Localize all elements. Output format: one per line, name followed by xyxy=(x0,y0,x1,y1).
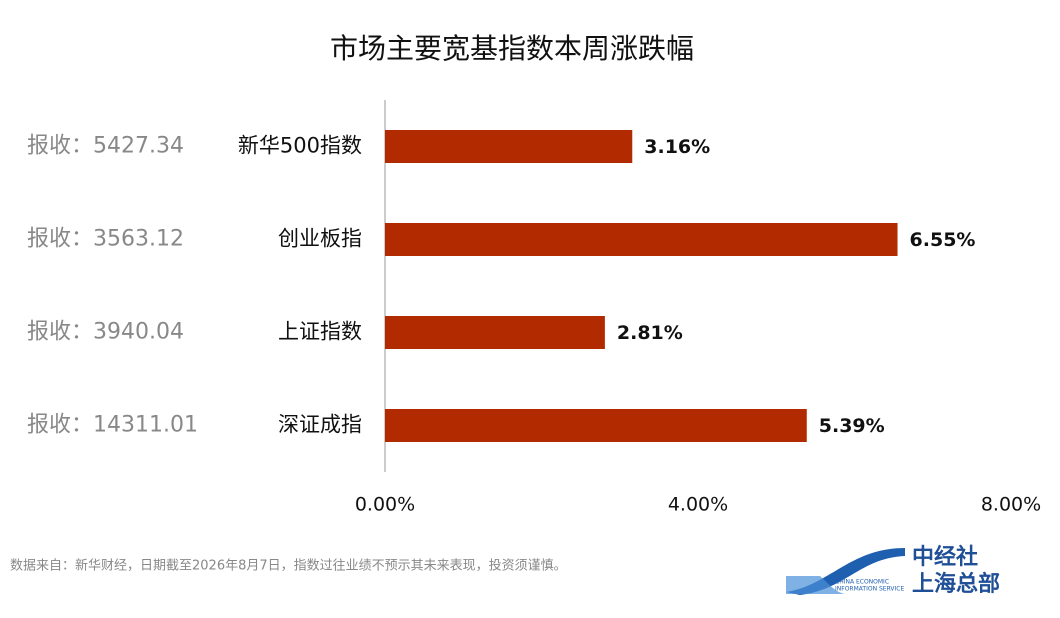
logo: CHINA ECONOMIC INFORMATION SERVICE 中经社 上… xyxy=(786,544,1000,597)
value-label: 2.81% xyxy=(617,322,683,344)
category-label: 深证成指 xyxy=(278,413,362,437)
x-tick-label: 4.00% xyxy=(668,494,728,516)
category-label: 创业板指 xyxy=(278,227,362,251)
value-label: 6.55% xyxy=(910,229,976,251)
bar xyxy=(385,130,633,163)
logo-swoosh xyxy=(786,576,845,594)
logo-branch: 上海总部 xyxy=(912,571,1000,597)
source-note: 数据来自：新华财经，日期截至2026年8月7日，指数过往业绩不预示其未来表现，投… xyxy=(10,558,567,574)
bar xyxy=(385,409,807,442)
category-label: 上证指数 xyxy=(278,320,362,344)
value-label: 3.16% xyxy=(644,136,710,158)
value-label: 5.39% xyxy=(819,415,885,437)
logo-english: CHINA ECONOMIC xyxy=(835,579,889,586)
logo-name: 中经社 xyxy=(912,544,978,570)
close-annotation: 报收：14311.01 xyxy=(27,413,198,438)
category-label: 新华500指数 xyxy=(238,134,362,158)
x-tick-label: 8.00% xyxy=(981,494,1041,516)
x-tick-label: 0.00% xyxy=(355,494,415,516)
close-annotation: 报收：3563.12 xyxy=(27,227,184,252)
close-annotation: 报收：3940.04 xyxy=(27,320,184,345)
close-annotation: 报收：5427.34 xyxy=(27,134,184,159)
bar xyxy=(385,316,605,349)
logo-english: INFORMATION SERVICE xyxy=(835,586,904,593)
bar xyxy=(385,223,898,256)
chart-title: 市场主要宽基指数本周涨跌幅 xyxy=(330,32,694,65)
